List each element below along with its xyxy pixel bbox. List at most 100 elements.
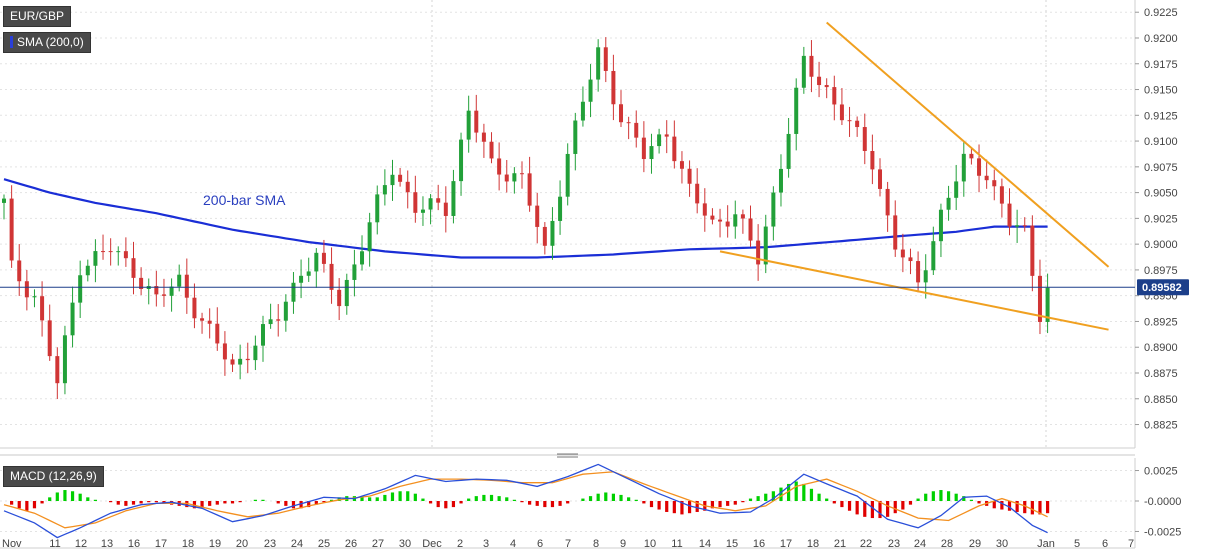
candle-body — [748, 218, 753, 241]
macd-hist-bar — [230, 501, 235, 504]
candle-body — [512, 173, 517, 182]
candle-body — [900, 249, 905, 258]
candle-body — [885, 188, 890, 216]
macd-hist-bar — [512, 499, 516, 501]
candle-body — [55, 356, 60, 384]
price-tick-label: 0.9100 — [1144, 136, 1178, 148]
candle-body — [657, 134, 662, 147]
candle-body — [360, 251, 365, 265]
macd-hist-bar — [520, 501, 524, 503]
candle-body — [398, 174, 403, 182]
candles — [2, 37, 1050, 400]
macd-hist-bar — [687, 501, 692, 514]
macd-hist-bar — [276, 501, 280, 504]
trendlines — [719, 21, 1110, 331]
price-tick-label: 0.8925 — [1144, 316, 1178, 328]
candle-body — [710, 215, 715, 220]
candle-body — [862, 127, 867, 152]
time-tick-label: 16 — [128, 538, 140, 550]
macd-hist-bar — [946, 491, 951, 501]
time-tick-label: 17 — [155, 538, 167, 550]
time-tick-label: 16 — [753, 538, 765, 550]
macd-hist-bar — [55, 492, 59, 501]
macd-hist-bar — [634, 499, 638, 501]
candle-body — [390, 174, 395, 186]
price-tick-label: 0.9150 — [1144, 85, 1178, 97]
candle-body — [542, 226, 547, 246]
macd-hist-bar — [329, 499, 334, 501]
symbol-label[interactable]: EUR/GBP — [3, 6, 72, 27]
macd-hist-bar — [718, 501, 722, 508]
candle-body — [733, 214, 738, 227]
candle-body — [984, 175, 989, 181]
time-tick-label: 11 — [49, 538, 60, 550]
candle-body — [215, 323, 220, 344]
candle-body — [695, 183, 700, 204]
candle-body — [855, 120, 860, 128]
macd-hist-bar — [436, 501, 440, 508]
candle-body — [9, 198, 14, 261]
time-tick-label: 15 — [726, 538, 738, 550]
time-tick-label: 5 — [1074, 538, 1080, 550]
candle-body — [931, 241, 936, 271]
macd-hist-bar — [847, 501, 852, 511]
candle-body — [908, 257, 913, 262]
macd-hist-bar — [962, 496, 966, 501]
candle-body — [161, 294, 166, 296]
time-tick-label: 6 — [537, 538, 543, 550]
macd-histogram — [10, 481, 1050, 519]
candle-body — [535, 205, 540, 227]
sma-indicator-label[interactable]: SMA (200,0) — [3, 32, 91, 53]
macd-hist-bar — [581, 498, 585, 501]
candle-body — [382, 185, 387, 195]
macd-hist-bar — [588, 496, 593, 501]
time-tick-label: 27 — [372, 538, 384, 550]
time-tick-label: 9 — [620, 538, 626, 550]
candle-body — [24, 281, 29, 298]
macd-hist-bar — [223, 501, 227, 504]
time-tick-label: 22 — [860, 538, 872, 550]
candle-body — [634, 122, 639, 138]
time-tick-label: 23 — [264, 538, 276, 550]
price-tick-label: 0.8850 — [1144, 394, 1178, 406]
candle-body — [184, 274, 189, 298]
macd-hist-bar — [63, 490, 67, 501]
macd-indicator-label[interactable]: MACD (12,26,9) — [3, 466, 104, 487]
macd-hist-bar — [939, 490, 943, 501]
macd-hist-bar — [886, 501, 890, 517]
candle-body — [459, 139, 464, 182]
macd-hist-bar — [25, 501, 29, 511]
candle-body — [878, 169, 883, 189]
candle-body — [321, 252, 326, 264]
macd-hist-bar — [124, 501, 128, 506]
candle-body — [108, 251, 113, 253]
macd-gridlines — [0, 458, 1136, 548]
candle-body — [580, 101, 585, 121]
macd-hist-bar — [604, 492, 608, 501]
macd-tick-label: -0.0000 — [1144, 496, 1181, 508]
macd-hist-bar — [390, 492, 395, 501]
candle-body — [276, 319, 281, 321]
macd-hist-bar — [40, 501, 44, 504]
price-gridlines — [0, 0, 1136, 449]
candle-body — [794, 87, 799, 134]
macd-hist-bar — [954, 493, 958, 501]
candle-body — [923, 270, 928, 283]
candle-body — [177, 274, 182, 287]
time-tick-label: 10 — [644, 538, 656, 550]
candle-body — [893, 215, 898, 250]
candle-body — [283, 301, 288, 321]
macd-hist-bar — [489, 494, 494, 501]
macd-hist-bar — [291, 501, 296, 509]
macd-hist-bar — [756, 496, 760, 501]
candle-body — [519, 173, 524, 175]
macd-hist-bar — [992, 501, 996, 509]
time-tick-label: 7 — [565, 538, 571, 550]
candle-body — [916, 261, 921, 283]
pane-resize-handle[interactable] — [557, 453, 578, 458]
macd-hist-bar — [863, 501, 867, 517]
candle-body — [954, 181, 959, 198]
price-axis: 0.9225 0.9200 0.9175 0.9150 0.9125 0.9100 0.90… — [1135, 7, 1178, 432]
time-tick-label: 24 — [914, 538, 926, 550]
macd-hist-bar — [672, 501, 676, 514]
